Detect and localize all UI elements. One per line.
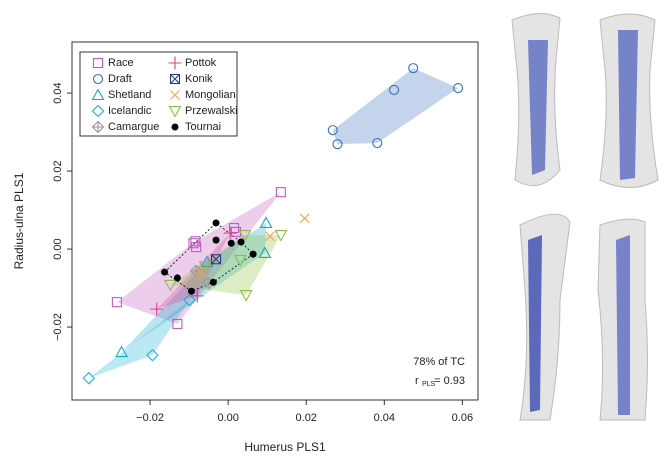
marker <box>174 274 181 281</box>
x-tick-label: 0.04 <box>374 412 395 424</box>
y-tick-label: −0.02 <box>52 313 64 341</box>
x-tick-label: 0.02 <box>296 412 317 424</box>
figure: Humerus PLS1 Radius-ulna PLS1 78% of TC … <box>0 0 667 458</box>
legend-label: Race <box>108 57 134 69</box>
legend-label: Mongolian <box>185 89 236 101</box>
x-tick-label: 0.00 <box>217 412 238 424</box>
marker <box>161 269 168 276</box>
marker-part <box>250 251 257 258</box>
legend-label: Draft <box>108 73 132 85</box>
marker-part <box>174 274 181 281</box>
bone-renders <box>512 13 658 420</box>
marker <box>188 288 195 295</box>
marker-part <box>172 124 179 131</box>
legend-label: Camargue <box>108 121 159 133</box>
x-tick-label: 0.06 <box>452 412 473 424</box>
y-tick-label: 0.02 <box>52 160 64 181</box>
marker-part <box>238 239 245 246</box>
legend-label: Pottok <box>185 57 217 69</box>
marker-part <box>213 219 220 226</box>
x-axis-label: Humerus PLS1 <box>244 440 326 454</box>
annotation: r <box>415 375 419 387</box>
marker <box>210 279 217 286</box>
marker-part <box>188 288 195 295</box>
marker <box>300 214 309 223</box>
legend-label: Icelandic <box>108 105 152 117</box>
y-axis-label: Radius-ulna PLS1 <box>12 172 26 269</box>
x-tick-label: −0.02 <box>136 412 164 424</box>
marker <box>172 124 179 131</box>
marker-part <box>228 240 235 247</box>
marker <box>238 239 245 246</box>
marker-part <box>213 237 220 244</box>
y-tick-label: 0.00 <box>52 238 64 259</box>
marker <box>250 251 257 258</box>
legend-label: Konik <box>185 73 213 85</box>
annotation: = 0.93 <box>434 375 465 387</box>
legend-label: Przewalski <box>185 105 238 117</box>
marker-part <box>161 269 168 276</box>
marker-part <box>210 279 217 286</box>
marker <box>213 219 220 226</box>
marker <box>213 237 220 244</box>
legend-label: Shetland <box>108 89 151 101</box>
marker <box>228 240 235 247</box>
legend-label: Tournai <box>185 121 221 133</box>
y-tick-label: 0.04 <box>52 82 64 103</box>
marker-part <box>300 214 309 223</box>
annotation: 78% of TC <box>413 356 465 368</box>
group-hull <box>333 68 458 144</box>
